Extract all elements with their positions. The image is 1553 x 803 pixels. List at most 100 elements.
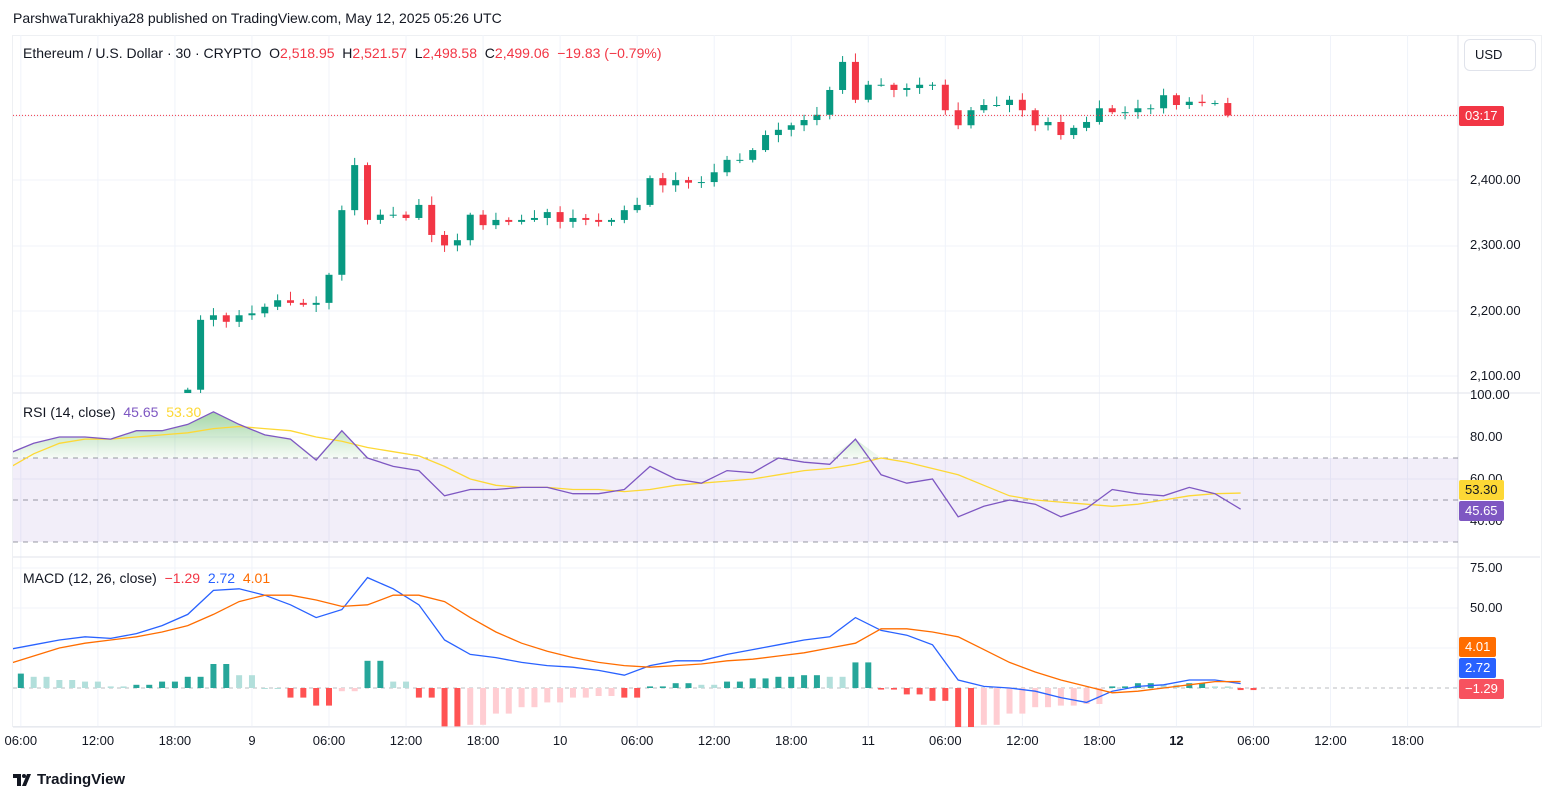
open-label: O [269,45,281,61]
macd-histogram-bar [647,686,653,688]
candle-body [428,204,436,235]
candle-body [1018,99,1026,111]
macd-histogram-bar [287,688,294,698]
macd-histogram-bar [634,688,641,698]
candle-body [518,219,526,222]
candle-body [415,204,423,218]
candle-body [672,180,680,186]
macd-histogram-bar [608,688,615,696]
time-tick: 18:00 [1391,733,1424,748]
candle-body [222,315,230,322]
macd-histogram-bar [813,675,820,688]
macd-histogram-bar [711,684,718,688]
open-value: 2,518.95 [280,45,335,61]
symbol-name[interactable]: Ethereum / U.S. Dollar · 30 · CRYPTO [23,45,262,61]
macd-histogram-bar [775,676,782,688]
candle-body [839,61,847,90]
countdown-tag: 03:17 [1459,106,1504,126]
logo-text: TradingView [37,771,126,788]
candle-body [505,219,513,222]
candle-body [607,219,615,222]
macd-histogram-bar [890,688,897,690]
macd-histogram-bar [595,688,602,696]
candle-body [749,150,757,160]
candle-body [286,300,294,303]
time-tick: 11 [861,733,876,748]
macd-legend: MACD (12, 26, close) −1.29 2.72 4.01 [23,570,270,586]
macd-histogram-bar [839,676,846,688]
candle-body [261,306,269,314]
time-tick: 06:00 [4,733,38,748]
publisher-line: ParshwaTurakhiya28 published on TradingV… [13,10,502,26]
macd-histogram-bar [428,688,435,698]
candle-body [1044,121,1052,126]
candle-body [941,84,949,111]
macd-tag: 2.72 [1459,658,1497,678]
candle-body [184,389,192,393]
high-label: H [342,45,353,61]
candle-body [1083,121,1091,128]
currency-button[interactable]: USD [1464,39,1536,71]
macd-histogram-bar [621,688,628,698]
tradingview-logo[interactable]: TradingView [13,771,125,788]
macd-histogram-bar [403,681,410,688]
macd-histogram-bar [968,688,974,727]
macd-histogram-bar [133,684,140,688]
tradingview-logo-icon [13,773,31,786]
signal-value: 4.01 [242,570,271,586]
candle-body [338,210,346,275]
candle-body [492,219,500,226]
candle-body [569,217,577,222]
candle-body [248,313,256,316]
macd-histogram-bar [120,686,127,688]
candle-body [710,172,718,183]
macd-histogram-bar [146,684,153,688]
macd-histogram-bar [1057,688,1064,706]
candle-body [364,165,372,220]
candle-body [376,214,384,220]
macd-histogram-bar [210,664,217,688]
candle-body [556,212,564,222]
rsi-title[interactable]: RSI (14, close) [23,404,116,420]
macd-histogram-bar [441,688,448,727]
macd-histogram-bar [724,681,731,688]
low-value: 2,498.58 [422,45,478,61]
macd-histogram-bar [942,688,949,701]
rsi-overbought-fill [13,411,1241,458]
macd-histogram-bar [159,681,166,688]
macd-histogram-bar [480,688,487,725]
macd-line [13,576,1241,704]
macd-histogram-bar [492,688,499,714]
macd-histogram-bar [5,674,11,688]
macd-histogram-bar [801,675,808,688]
candle-body [697,182,705,184]
macd-histogram-bar [993,688,1000,725]
macd-tick: 50.00 [1470,600,1503,615]
macd-histogram-bar [377,660,384,688]
candle-body [1108,108,1116,113]
candle-body [1211,103,1219,105]
macd-histogram-bar [338,688,345,692]
macd-value: 2.72 [207,570,236,586]
candle-body [312,302,320,305]
time-tick: 10 [552,733,568,748]
candle-body [543,212,551,218]
macd-histogram-bar [557,688,564,703]
macd-histogram-bar [826,676,833,688]
macd-histogram-bar [454,688,461,727]
candle-body [980,105,988,111]
time-tick: 18:00 [1083,733,1116,748]
macd-histogram-bar [1122,686,1129,688]
macd-histogram-bar [274,688,281,689]
macd-histogram-bar [916,688,923,695]
low-label: L [414,45,423,61]
macd-histogram-bar [364,660,371,688]
candle-body [851,61,859,100]
candle-body [402,214,410,218]
macd-title[interactable]: MACD (12, 26, close) [23,570,157,586]
macd-histogram-bar [261,688,268,689]
histogram-tag: −1.29 [1459,679,1504,699]
candle-body [1134,108,1142,113]
rsi-ma-line [13,425,1241,507]
